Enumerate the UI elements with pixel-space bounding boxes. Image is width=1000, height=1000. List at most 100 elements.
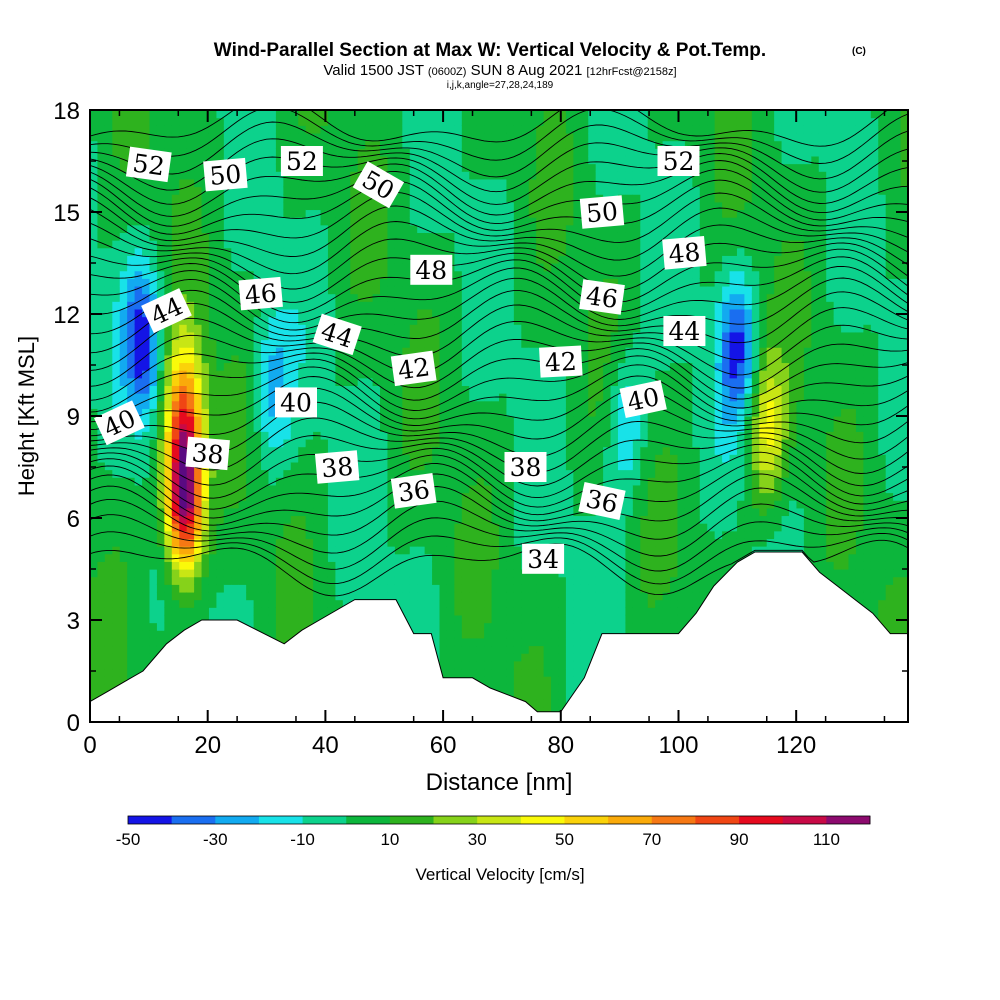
velocity-cell: [454, 270, 463, 279]
velocity-cell: [409, 385, 418, 394]
velocity-cell: [513, 308, 522, 318]
velocity-cell: [127, 484, 136, 494]
velocity-cell: [313, 546, 322, 555]
velocity-cell: [90, 469, 99, 478]
velocity-cell: [521, 538, 530, 547]
velocity-cell: [97, 630, 106, 639]
velocity-cell: [231, 599, 240, 608]
velocity-cell: [112, 660, 121, 670]
velocity-cell: [275, 140, 284, 149]
velocity-cell: [104, 653, 113, 662]
velocity-cell: [380, 393, 389, 402]
velocity-cell: [119, 194, 128, 203]
velocity-cell: [127, 614, 136, 624]
velocity-cell: [119, 186, 128, 195]
velocity-cell: [424, 408, 433, 417]
velocity-cell: [216, 209, 225, 218]
velocity-cell: [90, 270, 99, 279]
velocity-cell: [327, 385, 336, 394]
velocity-cell: [97, 148, 106, 157]
velocity-cell: [327, 117, 336, 126]
velocity-cell: [142, 324, 151, 333]
velocity-cell: [142, 125, 151, 134]
velocity-cell: [186, 507, 195, 517]
velocity-cell: [484, 270, 493, 279]
velocity-cell: [112, 676, 121, 685]
velocity-cell: [305, 140, 314, 149]
velocity-cell: [97, 132, 106, 142]
velocity-cell: [394, 569, 403, 578]
velocity-cell: [298, 538, 307, 547]
velocity-cell: [268, 362, 277, 371]
velocity-cell: [171, 117, 180, 126]
velocity-cell: [171, 339, 180, 348]
velocity-cell: [506, 117, 515, 126]
velocity-cell: [142, 492, 151, 501]
velocity-cell: [104, 148, 113, 157]
velocity-cell: [90, 324, 99, 333]
velocity-cell: [127, 561, 136, 570]
velocity-cell: [350, 370, 359, 379]
velocity-cell: [231, 148, 240, 157]
velocity-cell: [543, 278, 552, 287]
velocity-cell: [119, 469, 128, 478]
velocity-cell: [231, 553, 240, 562]
velocity-cell: [417, 194, 426, 203]
velocity-cell: [283, 530, 292, 539]
velocity-cell: [387, 209, 396, 218]
velocity-cell: [335, 393, 344, 402]
velocity-cell: [194, 576, 203, 585]
velocity-cell: [179, 569, 188, 578]
velocity-cell: [365, 492, 374, 501]
velocity-cell: [298, 500, 307, 509]
velocity-cell: [194, 408, 203, 417]
velocity-cell: [417, 201, 426, 211]
velocity-cell: [208, 599, 218, 608]
velocity-cell: [432, 224, 441, 233]
velocity-cell: [335, 155, 344, 165]
velocity-cell: [246, 240, 255, 249]
velocity-cell: [528, 362, 537, 371]
velocity-cell: [201, 209, 210, 218]
velocity-cell: [261, 431, 270, 440]
velocity-cell: [216, 301, 225, 310]
velocity-cell: [149, 523, 158, 532]
velocity-cell: [365, 370, 374, 379]
velocity-cell: [275, 263, 284, 272]
velocity-cell: [528, 285, 537, 295]
velocity-cell: [246, 477, 255, 486]
velocity-cell: [201, 125, 210, 134]
velocity-cell: [402, 247, 411, 256]
velocity-cell: [491, 278, 500, 287]
velocity-cell: [394, 584, 403, 593]
velocity-cell: [305, 331, 314, 341]
velocity-cell: [313, 484, 322, 494]
velocity-cell: [424, 339, 433, 348]
velocity-cell: [186, 515, 195, 524]
velocity-cell: [320, 132, 329, 142]
velocity-cell: [499, 607, 508, 616]
velocity-cell: [261, 324, 270, 333]
velocity-cell: [394, 530, 403, 539]
velocity-cell: [521, 293, 530, 302]
velocity-cell: [528, 347, 537, 356]
velocity-cell: [216, 370, 225, 379]
velocity-cell: [90, 224, 99, 233]
velocity-cell: [283, 194, 292, 203]
velocity-cell: [149, 331, 158, 341]
velocity-cell: [461, 553, 470, 562]
velocity-cell: [253, 461, 262, 471]
velocity-cell: [253, 155, 262, 165]
velocity-cell: [142, 469, 151, 478]
velocity-cell: [521, 584, 530, 593]
velocity-cell: [513, 132, 522, 142]
velocity-cell: [476, 492, 485, 501]
velocity-cell: [357, 461, 366, 471]
velocity-cell: [104, 278, 113, 287]
velocity-cell: [149, 622, 158, 631]
velocity-cell: [357, 370, 366, 379]
velocity-cell: [268, 484, 277, 494]
velocity-cell: [268, 377, 277, 386]
velocity-cell: [119, 148, 128, 157]
velocity-cell: [112, 270, 121, 279]
